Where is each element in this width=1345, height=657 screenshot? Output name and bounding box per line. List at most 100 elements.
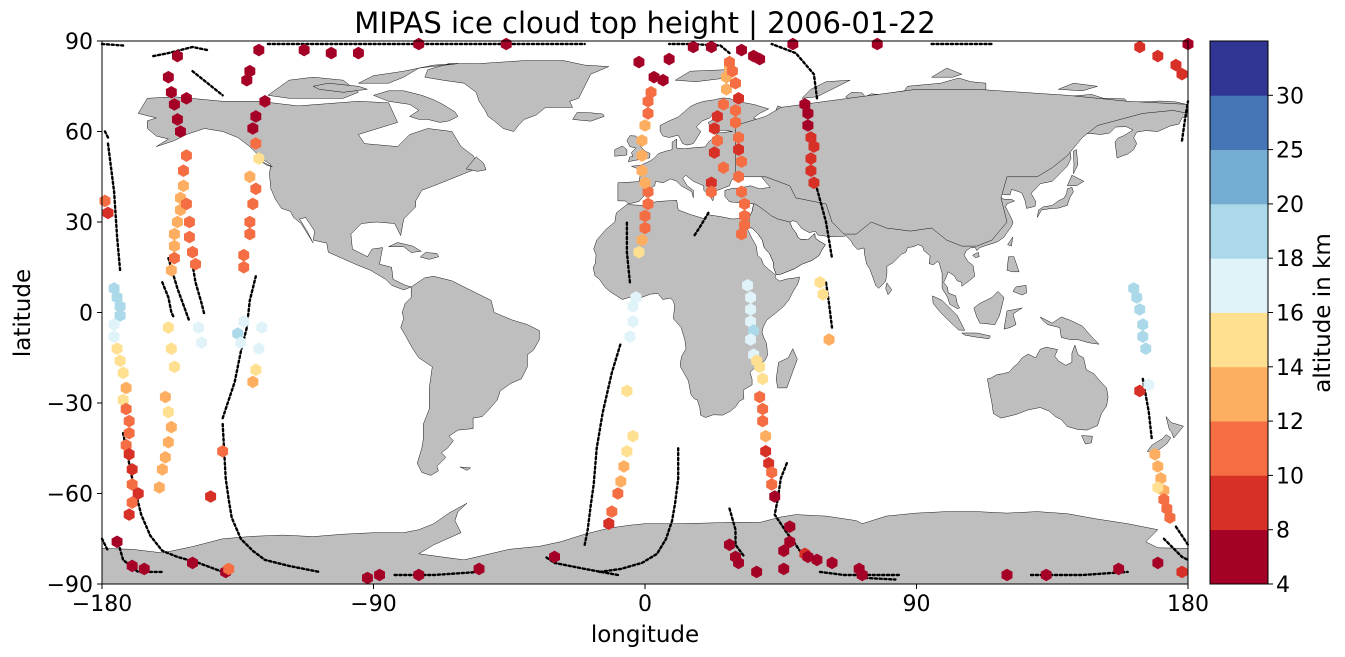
data-point	[708, 122, 720, 135]
data-point	[549, 550, 560, 564]
data-point	[754, 360, 766, 374]
colorbar-label: altitude in km	[1310, 233, 1336, 393]
data-point	[244, 215, 256, 229]
data-point	[165, 420, 177, 434]
colorbar-tick-label: 18	[1276, 247, 1304, 272]
hainan	[972, 251, 980, 258]
data-point	[190, 257, 201, 271]
data-point	[108, 318, 120, 331]
data-point	[636, 149, 648, 162]
data-point	[808, 176, 820, 190]
data-point	[639, 119, 651, 132]
data-point	[621, 445, 633, 458]
data-point	[711, 134, 723, 147]
data-point	[802, 550, 814, 564]
orbit-track	[152, 45, 209, 58]
data-point	[168, 360, 180, 374]
x-tick-label: −180	[72, 592, 132, 617]
data-point	[205, 490, 217, 503]
orbit-tracks	[100, 42, 1190, 581]
orbit-track	[393, 570, 481, 577]
data-point	[727, 64, 738, 78]
data-point	[1113, 562, 1125, 576]
data-point	[1001, 568, 1013, 582]
colorbar-tick-label: 12	[1276, 410, 1304, 435]
data-point	[639, 209, 651, 223]
data-point	[1137, 318, 1149, 331]
data-point	[187, 556, 198, 570]
data-point	[165, 342, 177, 355]
y-axis-label: latitude	[10, 269, 36, 357]
y-tick-label: 90	[65, 30, 93, 55]
cuba	[388, 242, 422, 253]
data-point	[718, 98, 729, 111]
data-point	[745, 303, 756, 316]
data-point	[123, 448, 135, 461]
data-point	[238, 260, 250, 274]
data-point	[739, 209, 750, 223]
orbit-track	[583, 341, 623, 546]
orbit-track	[773, 462, 804, 555]
data-point	[754, 390, 766, 404]
colorbar-segment	[1210, 475, 1268, 531]
data-point	[168, 251, 180, 265]
data-point	[805, 164, 817, 177]
data-point	[721, 83, 732, 96]
data-point	[184, 230, 195, 244]
data-point	[1176, 565, 1188, 579]
data-point	[636, 233, 648, 247]
data-point	[162, 405, 174, 419]
new-siberian-islands	[1058, 82, 1098, 92]
data-point	[353, 46, 364, 60]
orbit-track	[728, 507, 746, 559]
data-point	[178, 179, 189, 193]
data-point	[733, 143, 744, 156]
sulawesi	[1003, 307, 1023, 330]
x-axis-ticks: −180 −90 0 90 180	[72, 584, 1209, 617]
asia-interior	[735, 89, 1189, 247]
data-point	[784, 535, 796, 549]
data-point	[811, 553, 823, 567]
y-tick-label: −60	[47, 483, 93, 508]
colorbar-segment	[1210, 529, 1268, 585]
orbit-track	[103, 130, 110, 139]
data-point	[823, 333, 835, 346]
data-point	[1152, 460, 1164, 473]
sri-lanka	[885, 282, 893, 295]
data-point	[374, 568, 385, 582]
data-point	[165, 86, 177, 99]
data-point	[766, 478, 778, 491]
data-point	[114, 300, 126, 313]
orbit-track	[1162, 537, 1190, 562]
data-point	[757, 414, 769, 428]
data-point	[736, 227, 747, 241]
colorbar	[1209, 40, 1269, 585]
data-point	[111, 535, 123, 549]
data-point	[156, 463, 168, 476]
colorbar-tick-label: 30	[1276, 84, 1304, 109]
data-point	[168, 239, 180, 253]
colorbar-segment	[1210, 421, 1268, 476]
colorbar-tick-label: 8	[1276, 519, 1290, 544]
data-point	[856, 568, 868, 582]
data-point	[633, 55, 645, 69]
orbit-track	[598, 447, 680, 574]
data-point	[1149, 448, 1161, 461]
data-point	[247, 122, 259, 135]
madagascar	[775, 348, 798, 389]
data-point	[757, 372, 769, 386]
data-point	[826, 556, 838, 570]
data-point	[757, 402, 769, 416]
data-point	[250, 110, 262, 123]
x-tick-label: 180	[1167, 592, 1209, 617]
data-point	[802, 119, 814, 132]
data-point	[1170, 58, 1182, 72]
data-point	[187, 245, 198, 259]
chart-title: MIPAS ice cloud top height | 2006-01-22	[354, 6, 935, 40]
data-point	[733, 92, 744, 105]
data-point	[705, 185, 717, 199]
orbit-track	[191, 263, 206, 317]
colorbar-tick-label: 14	[1276, 356, 1304, 381]
data-point	[250, 182, 262, 196]
data-point	[172, 49, 183, 63]
